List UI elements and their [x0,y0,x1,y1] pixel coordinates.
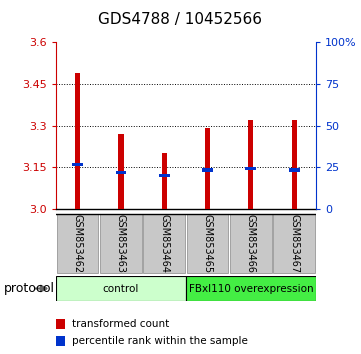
Text: transformed count: transformed count [72,319,169,329]
Text: control: control [103,284,139,293]
Bar [273,214,315,273]
Text: GSM853463: GSM853463 [116,214,126,273]
Bar [186,276,316,301]
Bar [245,167,256,170]
Bar [292,120,297,209]
Text: protocol: protocol [4,282,55,295]
Text: GSM853466: GSM853466 [246,214,256,273]
Bar [230,214,272,273]
Text: FBxl110 overexpression: FBxl110 overexpression [188,284,313,293]
Bar [159,174,170,177]
Text: GSM853467: GSM853467 [289,214,299,273]
Bar [57,214,99,273]
Bar [143,214,185,273]
Bar [202,169,213,172]
Bar [187,214,229,273]
Bar [162,153,167,209]
Bar [118,134,123,209]
Text: GSM853464: GSM853464 [159,214,169,273]
Text: GSM853462: GSM853462 [73,214,83,273]
Bar [248,120,253,209]
Bar [75,73,80,209]
Bar [100,214,142,273]
Text: percentile rank within the sample: percentile rank within the sample [72,336,248,346]
Text: GSM853465: GSM853465 [203,214,213,273]
Bar [56,276,186,301]
Text: GDS4788 / 10452566: GDS4788 / 10452566 [99,12,262,27]
Bar [72,163,83,166]
Bar [205,129,210,209]
Bar [116,171,126,175]
Bar [289,169,300,172]
